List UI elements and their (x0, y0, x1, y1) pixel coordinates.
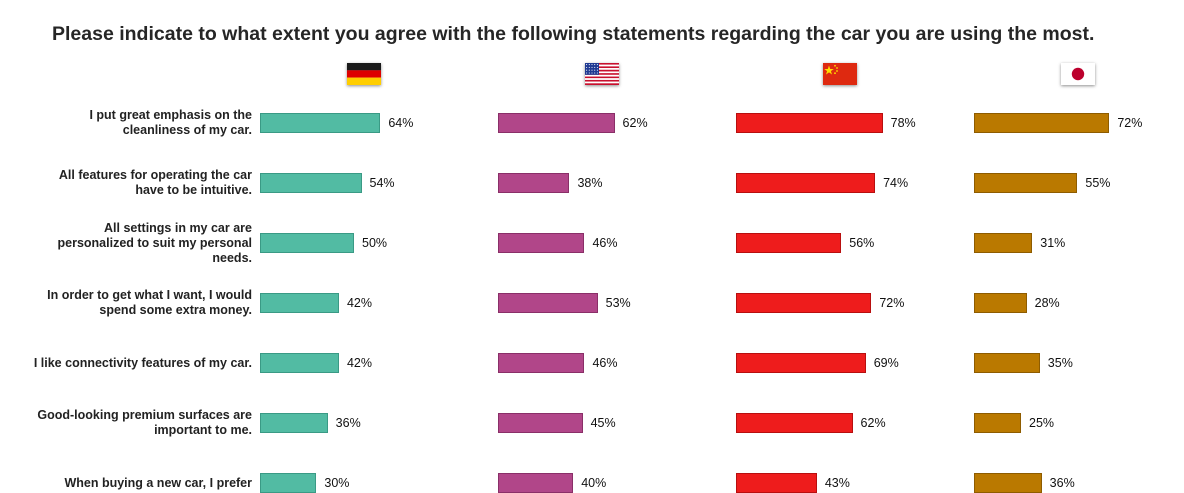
bar (260, 113, 381, 133)
germany-flag-icon (347, 63, 381, 85)
bar (260, 233, 354, 253)
bar (260, 413, 328, 433)
row-label: I put great emphasis on the cleanliness … (89, 108, 252, 137)
bar (974, 413, 1021, 433)
bar (260, 473, 317, 493)
value-label: 72% (1117, 116, 1143, 130)
value-label: 56% (849, 236, 875, 250)
bar (736, 113, 883, 133)
row-label: When buying a new car, I prefer (64, 475, 252, 490)
value-label: 43% (824, 476, 850, 490)
value-label: 46% (592, 356, 618, 370)
bar (974, 353, 1040, 373)
bar (974, 293, 1027, 313)
bar (974, 233, 1033, 253)
value-label: 78% (890, 116, 916, 130)
bar (974, 173, 1078, 193)
bar (498, 413, 583, 433)
value-label: 72% (879, 296, 905, 310)
value-label: 54% (369, 176, 395, 190)
value-label: 64% (388, 116, 414, 130)
value-label: 46% (592, 236, 618, 250)
value-label: 40% (581, 476, 607, 490)
row-label: Good-looking premium surfaces are import… (37, 408, 252, 437)
value-label: 45% (590, 416, 616, 430)
value-label: 36% (1049, 476, 1075, 490)
row-label: All features for operating the car have … (58, 168, 252, 197)
value-label: 55% (1085, 176, 1111, 190)
value-label: 62% (860, 416, 886, 430)
value-label: 42% (346, 296, 372, 310)
value-label: 38% (577, 176, 603, 190)
row-label: I like connectivity features of my car. (33, 355, 252, 370)
bar (498, 293, 598, 313)
bar (498, 473, 574, 493)
row-label: In order to get what I want, I would spe… (47, 288, 252, 317)
bar (736, 173, 876, 193)
bar (498, 173, 570, 193)
bar (736, 293, 872, 313)
bar (736, 473, 817, 493)
value-label: 69% (873, 356, 899, 370)
bar (736, 413, 853, 433)
chart-title: Please indicate to what extent you agree… (52, 23, 1095, 45)
value-label: 42% (346, 356, 372, 370)
value-label: 53% (605, 296, 631, 310)
value-label: 50% (362, 236, 388, 250)
usa-flag-icon (585, 63, 619, 86)
bar (260, 293, 339, 313)
china-flag-icon (823, 63, 857, 85)
value-label: 36% (335, 416, 361, 430)
bar (736, 353, 866, 373)
value-label: 74% (883, 176, 909, 190)
bar (974, 473, 1042, 493)
bar (260, 353, 339, 373)
bar (260, 173, 362, 193)
value-label: 25% (1029, 416, 1055, 430)
value-label: 28% (1034, 296, 1060, 310)
bar (974, 113, 1110, 133)
bar (498, 353, 585, 373)
bar (736, 233, 842, 253)
value-label: 62% (622, 116, 648, 130)
bar (498, 113, 615, 133)
row-label: All settings in my car are personalized … (57, 220, 253, 265)
japan-flag-icon (1061, 63, 1095, 85)
value-label: 31% (1040, 236, 1066, 250)
value-label: 35% (1047, 356, 1073, 370)
bar-chart: I put great emphasis on the cleanliness … (33, 63, 1143, 493)
bar (498, 233, 585, 253)
value-label: 30% (324, 476, 350, 490)
